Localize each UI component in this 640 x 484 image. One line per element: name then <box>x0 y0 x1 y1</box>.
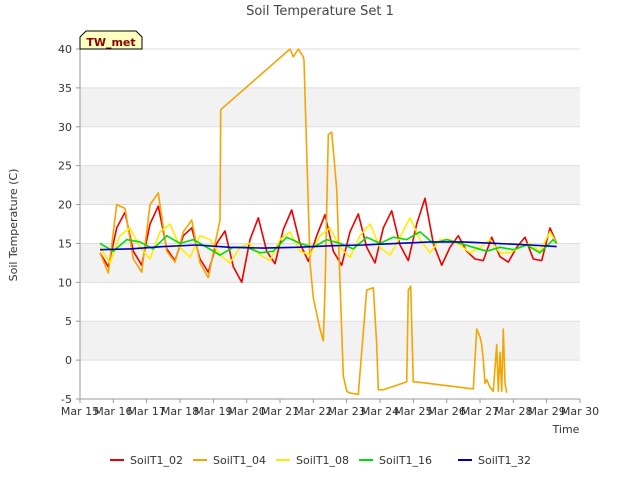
y-tick-label: 5 <box>65 315 72 328</box>
x-tick-label: Mar 19 <box>194 405 232 418</box>
plot-background <box>80 48 580 400</box>
chart-title: Soil Temperature Set 1 <box>246 4 394 19</box>
plot-band <box>80 49 580 88</box>
x-tick-label: Mar 25 <box>394 405 432 418</box>
legend-item-soilt1-08: SoilT1_08 <box>276 454 349 467</box>
y-tick-label: 0 <box>65 354 72 367</box>
x-tick-label: Mar 18 <box>161 405 199 418</box>
series-line-soilt1-08 <box>99 217 558 264</box>
y-axis-label: Soil Temperature (C) <box>7 169 20 282</box>
plot-band <box>80 282 580 322</box>
y-tick-label: 15 <box>58 237 72 250</box>
x-tick-label: Mar 27 <box>461 405 499 418</box>
legend-label: SoilT1_16 <box>379 454 432 467</box>
x-tick-label: Mar 16 <box>94 405 132 418</box>
x-tick-label: Mar 21 <box>261 405 299 418</box>
y-tick-label: 40 <box>58 43 72 56</box>
badge-shape <box>79 30 143 50</box>
legend-label: SoilT1_04 <box>213 454 266 467</box>
x-tick-label: Mar 20 <box>228 405 266 418</box>
series-lines <box>99 48 558 396</box>
x-tick-label: Mar 15 <box>61 405 99 418</box>
x-tick-label: Mar 26 <box>428 405 466 418</box>
legend-item-soilt1-02: SoilT1_02 <box>110 454 183 467</box>
x-tick-label: Mar 24 <box>361 405 399 418</box>
x-tick-label: Mar 30 <box>561 405 599 418</box>
plot-band <box>80 321 580 361</box>
legend-label: SoilT1_02 <box>130 454 183 467</box>
legend-item-soilt1-32: SoilT1_32 <box>458 454 531 467</box>
x-tick-label: Mar 17 <box>128 405 166 418</box>
y-tick-label: 35 <box>58 82 72 95</box>
x-axis-label: Time <box>552 423 580 436</box>
legend-item-soilt1-16: SoilT1_16 <box>359 454 432 467</box>
legend: SoilT1_02 SoilT1_04 SoilT1_08 SoilT1_16 Soil… <box>110 454 531 467</box>
y-tick-label: 25 <box>58 160 72 173</box>
series-line-soilt1-04 <box>99 48 508 396</box>
legend-label: SoilT1_08 <box>296 454 349 467</box>
y-tick-label: 10 <box>58 276 72 289</box>
series-line-soilt1-16 <box>99 231 558 256</box>
legend-label: SoilT1_32 <box>478 454 531 467</box>
tw-met-badge: TW_met <box>79 30 143 50</box>
badge-label: TW_met <box>86 36 135 49</box>
y-axis: -5 0 5 10 15 20 25 30 35 40 <box>58 43 81 406</box>
y-tick-label: 30 <box>58 121 72 134</box>
legend-item-soilt1-04: SoilT1_04 <box>193 454 266 467</box>
plot-band <box>80 165 580 205</box>
y-tick-label: 20 <box>58 199 72 212</box>
x-tick-label: Mar 28 <box>494 405 532 418</box>
plot-band <box>80 243 580 283</box>
plot-band <box>80 87 580 127</box>
x-tick-label: Mar 22 <box>294 405 332 418</box>
x-tick-label: Mar 29 <box>528 405 566 418</box>
y-tick-label: -5 <box>61 393 72 406</box>
series-line-soilt1-32 <box>99 241 557 251</box>
x-tick-label: Mar 23 <box>328 405 366 418</box>
